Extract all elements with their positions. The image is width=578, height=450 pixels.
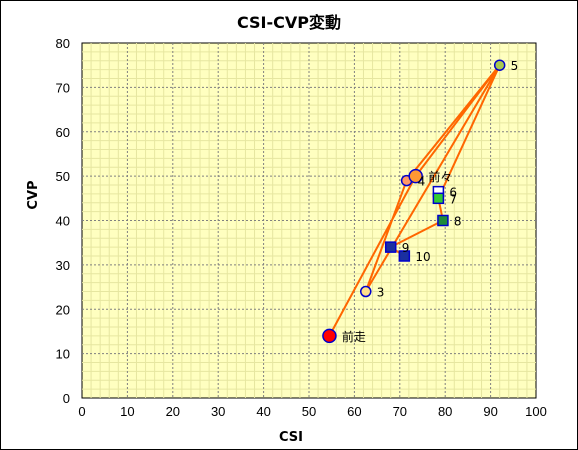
y-tick-label: 60 xyxy=(56,125,70,140)
marker-point xyxy=(398,250,411,262)
y-tick-labels: 0 10 20 30 40 50 60 70 80 xyxy=(56,36,70,406)
x-tick-label: 50 xyxy=(302,404,316,419)
point-label: 7 xyxy=(449,192,457,206)
y-tick-label: 80 xyxy=(56,36,70,51)
y-tick-label: 20 xyxy=(56,302,70,317)
data-markers xyxy=(322,59,506,344)
x-tick-label: 0 xyxy=(78,404,85,419)
x-tick-label: 100 xyxy=(525,404,547,419)
y-tick-label: 50 xyxy=(56,169,70,184)
x-axis-title: CSI xyxy=(279,430,303,445)
point-label: 4 xyxy=(418,175,426,189)
x-tick-label: 70 xyxy=(393,404,407,419)
point-label: 6 xyxy=(449,186,457,200)
marker-point xyxy=(384,241,397,253)
marker-point xyxy=(408,168,423,184)
chart-title: CSI-CVP変動 xyxy=(237,13,341,32)
x-tick-label: 10 xyxy=(120,404,134,419)
y-tick-label: 40 xyxy=(56,214,70,229)
point-label: 3 xyxy=(377,286,385,300)
point-label: 9 xyxy=(402,241,410,255)
x-tick-labels: 0 10 20 30 40 50 60 70 80 90 100 xyxy=(78,404,546,419)
series-line xyxy=(328,64,501,337)
x-tick-label: 30 xyxy=(211,404,225,419)
x-tick-label: 80 xyxy=(438,404,452,419)
y-tick-label: 70 xyxy=(56,80,70,95)
point-label: 前々 xyxy=(428,169,452,184)
y-tick-label: 10 xyxy=(56,347,70,362)
marker-point xyxy=(322,328,337,344)
marker-point xyxy=(437,214,449,227)
point-label: 5 xyxy=(511,59,519,73)
x-tick-label: 60 xyxy=(347,404,361,419)
point-label: 前走 xyxy=(342,329,366,344)
x-tick-label: 90 xyxy=(483,404,497,419)
data-labels: 前走 3 4 5 67 8 9 10 前々 xyxy=(342,59,518,344)
point-label: 10 xyxy=(415,250,430,264)
marker-point xyxy=(493,59,506,71)
y-tick-label: 0 xyxy=(63,391,70,406)
x-tick-label: 20 xyxy=(166,404,180,419)
marker-point xyxy=(432,192,445,205)
y-axis-title: CVP xyxy=(26,180,41,209)
point-label: 8 xyxy=(454,215,462,229)
y-tick-label: 30 xyxy=(56,258,70,273)
series-polyline xyxy=(328,64,501,337)
x-tick-label: 40 xyxy=(256,404,270,419)
marker-point xyxy=(360,285,372,298)
